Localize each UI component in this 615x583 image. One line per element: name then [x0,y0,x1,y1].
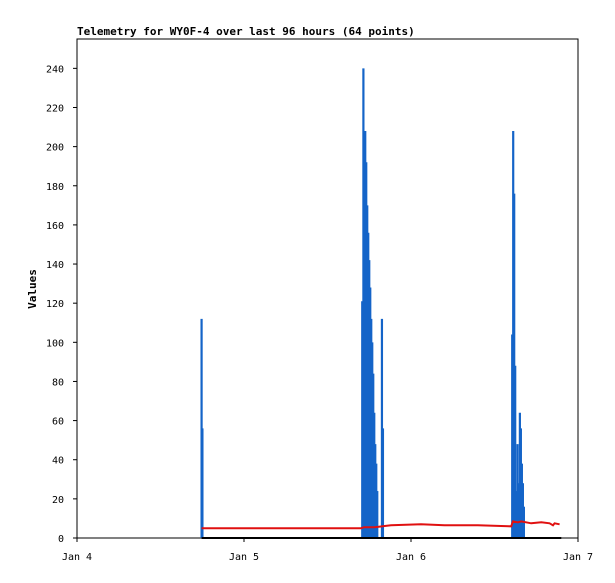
plot-border [76,38,579,539]
y-tick-label: 200 [46,143,64,154]
x-tick-label: Jan 6 [396,552,426,563]
chart-title: Telemetry for WY0F-4 over last 96 hours … [77,25,415,38]
series-layer [200,68,562,539]
y-axis-label: Values [26,269,39,309]
y-tick-label: 160 [46,221,64,232]
x-tick-label: Jan 4 [62,552,92,563]
y-tick-label: 240 [46,64,64,75]
y-tick-label: 140 [46,260,64,271]
series-line [201,520,560,530]
x-tick-label: Jan 5 [229,552,259,563]
y-tick-label: 220 [46,103,64,114]
spike-series [200,68,525,538]
y-tick-label: 100 [46,338,64,349]
y-tick-label: 120 [46,299,64,310]
y-tick-label: 180 [46,182,64,193]
x-tick-label: Jan 7 [563,552,593,563]
y-tick-label: 20 [52,495,64,506]
plot-frame [76,38,579,539]
y-tick-label: 0 [58,534,64,545]
y-axis: 0 20 40 60 80 100 120 140 160 180 200 220 240 [46,64,77,545]
y-tick-label: 40 [52,456,64,467]
y-tick-label: 80 [52,377,64,388]
y-tick-label: 60 [52,417,64,428]
x-axis: Jan 4 Jan 5 Jan 6 Jan 7 [62,538,593,563]
